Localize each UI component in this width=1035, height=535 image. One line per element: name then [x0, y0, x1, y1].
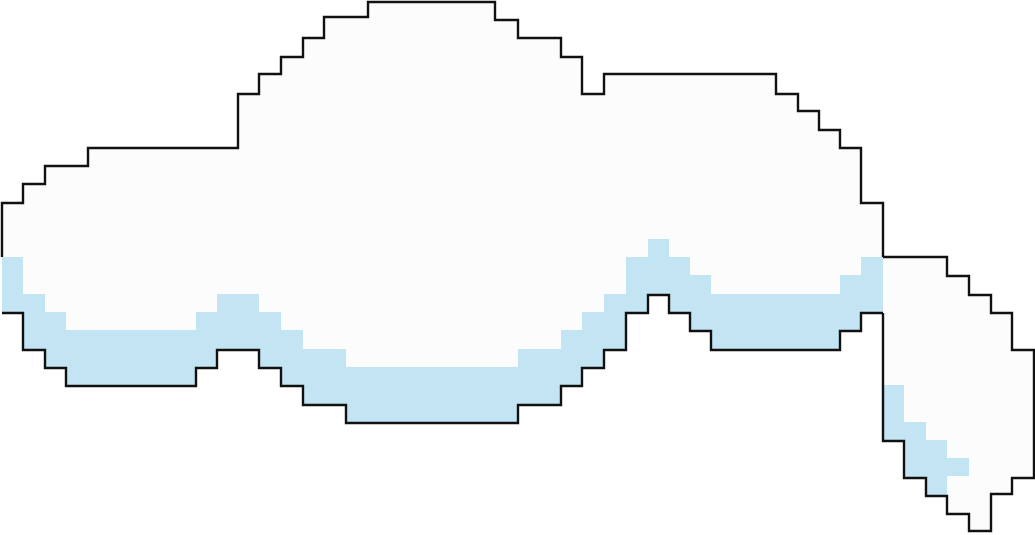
cloud-main-outline	[0, 0, 885, 257]
cloud-tail-outline	[881, 255, 1035, 533]
cloud-lower-outline	[2, 293, 883, 425]
cloud-main-shadow	[2, 239, 883, 423]
